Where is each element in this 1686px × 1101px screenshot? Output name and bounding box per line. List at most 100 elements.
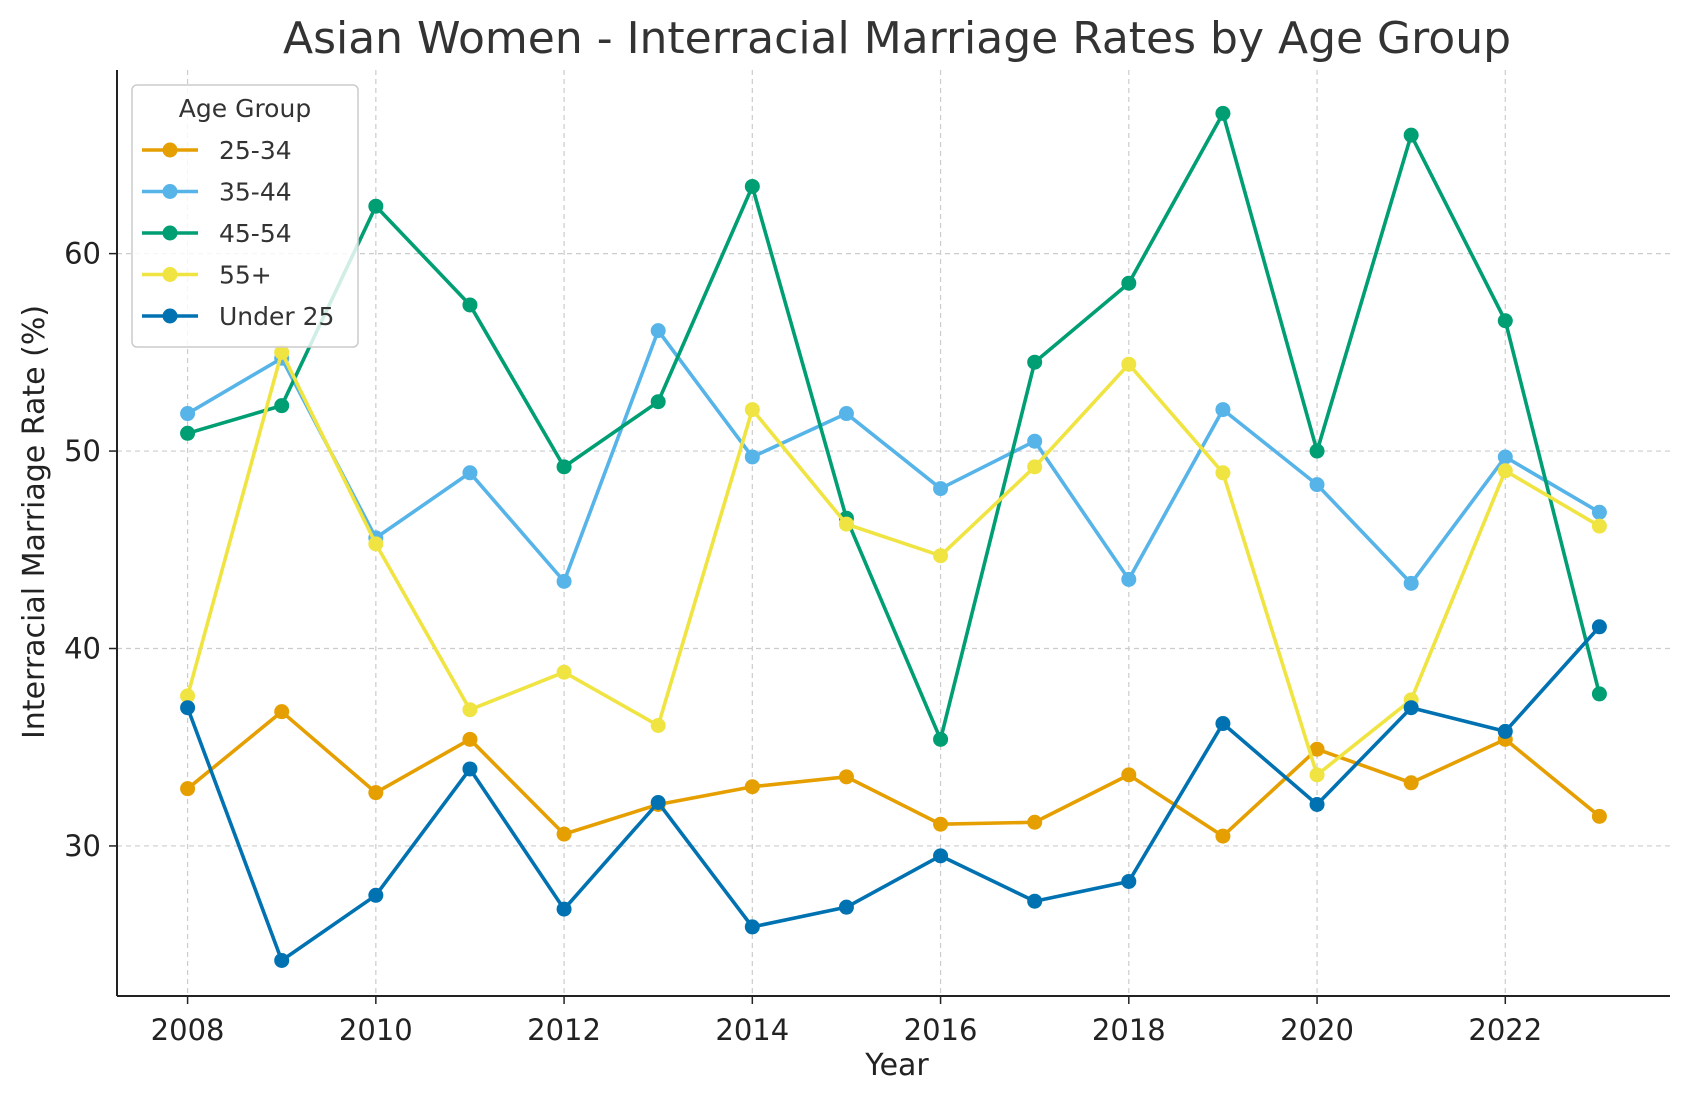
legend-swatch-marker (162, 184, 178, 199)
data-point (180, 700, 196, 716)
data-point (556, 826, 572, 842)
data-point (1591, 619, 1607, 635)
data-point (650, 718, 666, 734)
data-point (180, 781, 196, 797)
series-1 (180, 323, 1607, 591)
data-point (933, 816, 949, 832)
data-point (274, 398, 290, 414)
data-point (368, 198, 384, 214)
data-point (1027, 433, 1043, 449)
legend-swatch-marker (162, 142, 178, 158)
data-point (368, 536, 384, 552)
y-axis-label: Interracial Marriage Rate (%) (17, 305, 52, 739)
data-point (1497, 313, 1513, 329)
data-point (744, 919, 760, 935)
data-point (556, 459, 572, 475)
data-point (1591, 518, 1607, 534)
y-tick-label: 50 (64, 434, 101, 468)
data-point (1215, 402, 1231, 418)
legend-title: Age Group (179, 94, 311, 123)
data-point (1591, 808, 1607, 824)
data-point (1309, 796, 1325, 812)
data-point (1215, 465, 1231, 481)
data-point (1027, 814, 1043, 830)
series-line (185, 350, 1601, 777)
legend-item: 35-44 (142, 178, 292, 207)
series-group (180, 105, 1607, 968)
legend-label: 45-54 (219, 219, 292, 248)
axes (109, 70, 1670, 1004)
x-tick-label: 2016 (904, 1013, 978, 1047)
data-point (1121, 873, 1137, 889)
x-tick-label: 2014 (715, 1013, 789, 1047)
data-point (368, 785, 384, 801)
data-point (933, 848, 949, 864)
legend-label: 35-44 (219, 178, 292, 207)
data-point (838, 406, 854, 422)
series-2 (180, 105, 1607, 747)
data-point (1403, 775, 1419, 791)
legend-item: 55+ (142, 261, 272, 290)
data-point (1403, 575, 1419, 591)
data-point (1497, 463, 1513, 479)
y-tick-label: 30 (64, 829, 101, 863)
data-point (744, 449, 760, 465)
data-point (556, 573, 572, 589)
data-point (838, 769, 854, 785)
legend-items: 25-34 35-44 45-54 55+ Under 25 (142, 136, 334, 331)
series-4 (180, 619, 1607, 968)
data-point (180, 688, 196, 704)
legend-swatch-marker (162, 225, 178, 241)
data-point (1215, 105, 1231, 121)
x-tick-label: 2020 (1280, 1013, 1354, 1047)
legend-swatch-marker (162, 267, 178, 282)
data-point (1121, 571, 1137, 587)
data-point (462, 297, 478, 313)
data-point (1121, 356, 1137, 372)
data-point (838, 516, 854, 532)
y-tick-label: 60 (64, 237, 101, 271)
data-point (1591, 504, 1607, 520)
y-tick-label: 40 (64, 632, 101, 666)
data-point (462, 465, 478, 481)
x-tick-label: 2010 (339, 1013, 413, 1047)
x-tick-label: 2022 (1468, 1013, 1542, 1047)
series-3 (180, 344, 1607, 783)
data-point (274, 704, 290, 720)
data-point (933, 548, 949, 564)
data-point (1591, 686, 1607, 702)
data-point (744, 779, 760, 795)
data-point (1309, 443, 1325, 459)
data-point (556, 901, 572, 917)
data-point (1215, 828, 1231, 844)
series-line (186, 709, 1601, 838)
legend-item: Under 25 (142, 302, 334, 331)
data-point (1497, 449, 1513, 465)
series-line (187, 111, 1602, 742)
data-point (933, 481, 949, 497)
series-line (185, 625, 1601, 963)
data-point (1309, 477, 1325, 493)
data-point (650, 323, 666, 339)
data-point (1215, 716, 1231, 732)
data-point (1309, 767, 1325, 783)
legend-item: 25-34 (142, 136, 292, 165)
series-0 (180, 704, 1607, 844)
legend-swatch-marker (162, 308, 178, 324)
series-line (186, 328, 1601, 586)
data-point (1027, 354, 1043, 370)
data-point (1497, 723, 1513, 739)
data-point (462, 731, 478, 747)
data-point (462, 761, 478, 777)
x-tick-label: 2018 (1092, 1013, 1166, 1047)
data-point (1027, 459, 1043, 475)
data-point (462, 702, 478, 718)
data-point (1403, 700, 1419, 716)
legend-item: 45-54 (142, 219, 292, 248)
data-point (1121, 275, 1137, 291)
data-point (368, 887, 384, 903)
data-point (933, 731, 949, 747)
data-point (838, 899, 854, 915)
legend-label: Under 25 (219, 302, 334, 331)
